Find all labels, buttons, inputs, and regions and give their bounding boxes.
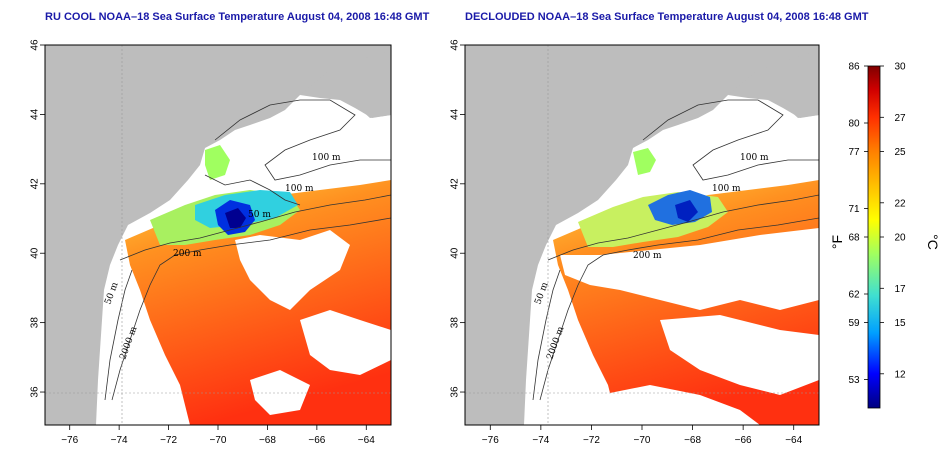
- left-x-tick-label: −66: [308, 435, 325, 446]
- right-contour-label-3: 200 m: [633, 251, 662, 261]
- colorbar-fahrenheit-tick: 80: [848, 119, 860, 130]
- left-clouds-1: [235, 230, 350, 310]
- left-contour-2000m: [111, 217, 391, 401]
- colorbar-celsius-label: °C: [925, 234, 941, 250]
- left-contour-label-2: 100 m: [285, 184, 314, 194]
- right-coldest-patch: [675, 200, 698, 222]
- colorbar-ticks: 86 80 77 71 68 62 59 53 30 27 25 22 20 17 15 12: [848, 62, 906, 387]
- right-y-tick-label: 36: [450, 386, 461, 398]
- left-gulf-maine-green: [205, 145, 230, 180]
- right-y-tick-label: 44: [450, 108, 461, 120]
- right-x-tick-label: −70: [634, 435, 651, 446]
- colorbar-fahrenheit-tick: 53: [848, 375, 860, 386]
- left-y-tick-label: 42: [30, 178, 41, 190]
- right-land: [465, 45, 819, 425]
- left-x-tick-label: −74: [111, 435, 128, 446]
- colorbar-celsius-tick: 22: [894, 198, 906, 209]
- left-y-tick-label: 40: [30, 247, 41, 259]
- left-panel-title: RU COOL NOAA–18 Sea Surface Temperature …: [45, 11, 430, 23]
- right-x-tick-label: −66: [735, 435, 752, 446]
- left-x-tick-label: −72: [160, 435, 177, 446]
- right-clouds-2: [660, 315, 819, 395]
- right-x-tick-label: −68: [684, 435, 701, 446]
- right-nova-scotia: [728, 50, 819, 118]
- left-grid: [45, 45, 391, 425]
- right-contour-50m-south: [532, 269, 561, 401]
- right-x-tick-label: −76: [482, 435, 499, 446]
- left-x-tick-label: −64: [358, 435, 375, 446]
- colorbar-fahrenheit-tick: 77: [848, 147, 860, 158]
- colorbar-celsius-tick: 17: [894, 284, 906, 295]
- right-gulf-maine-green: [633, 148, 656, 175]
- colorbar-celsius-tick: 20: [894, 233, 906, 244]
- left-clouds-2: [300, 310, 391, 375]
- colorbar-celsius-tick: 12: [894, 369, 906, 380]
- colorbar-celsius-tick: 25: [894, 147, 906, 158]
- right-y-tick-label: 40: [450, 247, 461, 259]
- right-map-axes: −76 −74 −72 −70 −68 −66 −64 36 38 40 42 44 46: [450, 39, 803, 446]
- left-y-tick-label: 44: [30, 108, 41, 120]
- left-contour-label-4: 200 m: [173, 249, 202, 259]
- colorbar-fahrenheit-tick: 86: [848, 62, 860, 73]
- colorbar-celsius-tick: 15: [894, 318, 906, 329]
- right-panel-title: DECLOUDED NOAA–18 Sea Surface Temperatur…: [465, 11, 869, 23]
- left-y-tick-label: 46: [30, 39, 41, 51]
- colorbar-fahrenheit-tick: 71: [848, 204, 860, 215]
- left-map-panel: 100 m 100 m 50 m 200 m 50 m 2000 m: [45, 45, 391, 425]
- right-x-tick-label: −64: [785, 435, 802, 446]
- left-contour-100m-north: [214, 99, 391, 181]
- left-y-tick-label: 38: [30, 317, 41, 329]
- right-y-tick-label: 46: [450, 39, 461, 51]
- left-y-tick-label: 36: [30, 386, 41, 398]
- right-contour-label-2: 100 m: [712, 184, 741, 194]
- right-clouds-3: [600, 385, 760, 425]
- right-map-panel: 100 m 100 m 200 m 50 m 2000 m: [465, 45, 819, 425]
- left-nova-scotia: [300, 50, 391, 118]
- left-contour-50m: [204, 174, 301, 206]
- left-contour-200m: [119, 194, 391, 261]
- colorbar-fahrenheit-tick: 59: [848, 318, 860, 329]
- left-x-tick-label: −70: [210, 435, 227, 446]
- left-contour-label-1: 100 m: [312, 153, 341, 163]
- colorbar-fahrenheit-label: °F: [829, 235, 845, 249]
- colorbar-fahrenheit-tick: 62: [848, 290, 860, 301]
- right-grid: [465, 45, 819, 425]
- colorbar: 86 80 77 71 68 62 59 53 30 27 25 22 20 17 15 12 °F °C: [829, 62, 941, 409]
- left-x-tick-label: −68: [259, 435, 276, 446]
- right-y-tick-label: 38: [450, 317, 461, 329]
- right-x-tick-label: −72: [583, 435, 600, 446]
- left-contour-label-3: 50 m: [248, 210, 271, 220]
- right-contour-label-1: 100 m: [740, 153, 769, 163]
- colorbar-fahrenheit-tick: 68: [848, 233, 860, 244]
- right-contour-2000m: [539, 217, 819, 401]
- colorbar-celsius-tick: 27: [894, 113, 906, 124]
- left-map-axes: −76 −74 −72 −70 −68 −66 −64 36 38 40 42 44 46: [30, 39, 376, 446]
- right-contour-100m-north: [642, 99, 819, 181]
- left-land: [45, 45, 391, 425]
- left-coldest-patch: [225, 208, 246, 228]
- colorbar-gradient: [867, 65, 881, 409]
- left-contour-50m-south: [104, 269, 133, 401]
- right-x-tick-label: −74: [532, 435, 549, 446]
- right-clouds-1: [560, 228, 819, 310]
- right-y-tick-label: 42: [450, 178, 461, 190]
- left-x-tick-label: −76: [61, 435, 78, 446]
- right-contour-200m: [547, 194, 819, 261]
- colorbar-celsius-tick: 30: [894, 62, 906, 73]
- left-clouds-3: [250, 370, 310, 415]
